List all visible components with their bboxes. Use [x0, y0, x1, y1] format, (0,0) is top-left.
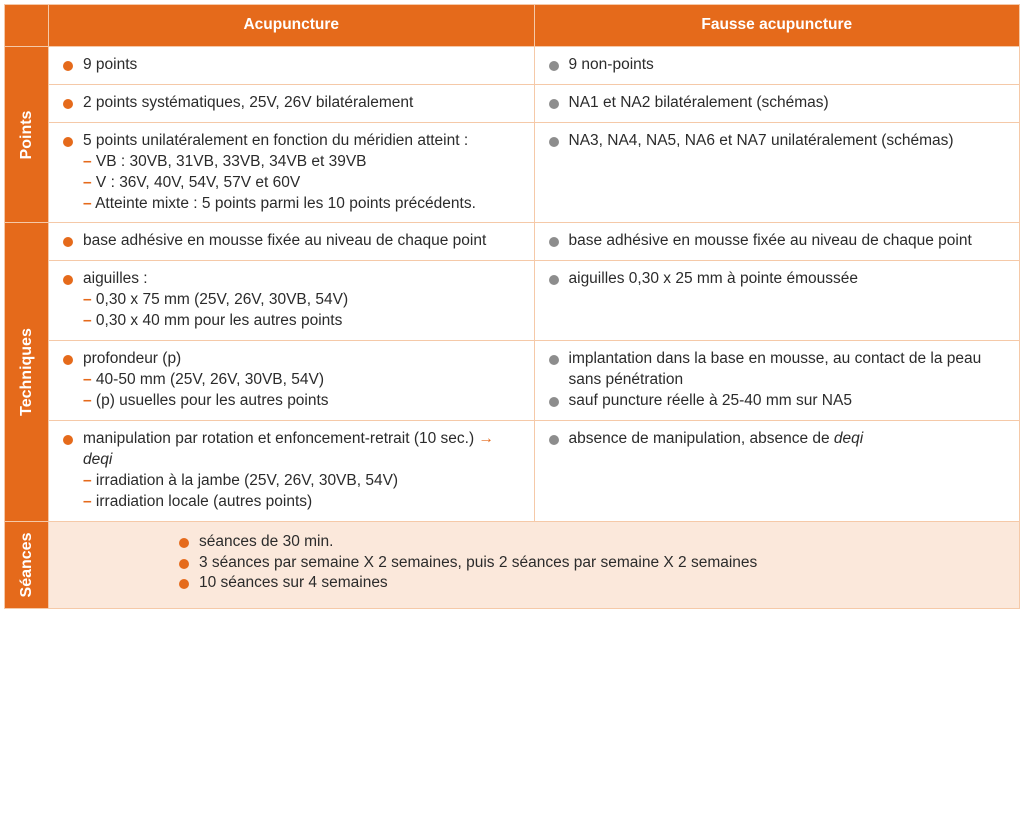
bullet-icon	[549, 435, 559, 445]
bullet-item: aiguilles 0,30 x 25 mm à pointe émoussée	[549, 269, 1006, 290]
bullet-text: profondeur (p)	[83, 349, 520, 370]
bullet-text: manipulation par rotation et enfoncement…	[83, 429, 520, 471]
sub-item: – V : 36V, 40V, 54V, 57V et 60V	[83, 173, 520, 194]
cell-points-left: 5 points unilatéralement en fonction du …	[49, 122, 535, 223]
cell-points-left: 2 points systématiques, 25V, 26V bilatér…	[49, 84, 535, 122]
bullet-item: base adhésive en mousse fixée au niveau …	[549, 231, 1006, 252]
bullet-text: 10 séances sur 4 semaines	[199, 573, 1005, 594]
bullet-icon	[63, 237, 73, 247]
cell-techniques-right: aiguilles 0,30 x 25 mm à pointe émoussée	[534, 261, 1020, 341]
cell-seances: séances de 30 min.3 séances par semaine …	[49, 521, 1020, 609]
bullet-item: 9 points	[63, 55, 520, 76]
cell-points-right: NA1 et NA2 bilatéralement (schémas)	[534, 84, 1020, 122]
row-header-points: Points	[5, 46, 49, 223]
bullet-text: 5 points unilatéralement en fonction du …	[83, 131, 520, 152]
sub-item: – VB : 30VB, 31VB, 33VB, 34VB et 39VB	[83, 152, 520, 173]
bullet-icon	[549, 99, 559, 109]
bullet-item: profondeur (p)	[63, 349, 520, 370]
bullet-text: aiguilles 0,30 x 25 mm à pointe émoussée	[569, 269, 1006, 290]
bullet-item: 10 séances sur 4 semaines	[179, 573, 1005, 594]
bullet-item: 3 séances par semaine X 2 semaines, puis…	[179, 553, 1005, 574]
bullet-text: sauf puncture réelle à 25-40 mm sur NA5	[569, 391, 1006, 412]
bullet-item: NA3, NA4, NA5, NA6 et NA7 unilatéralemen…	[549, 131, 1006, 152]
row-header-seances: Séances	[5, 521, 49, 609]
cell-techniques-left: profondeur (p)– 40-50 mm (25V, 26V, 30VB…	[49, 341, 535, 421]
cell-points-right: NA3, NA4, NA5, NA6 et NA7 unilatéralemen…	[534, 122, 1020, 223]
bullet-text: séances de 30 min.	[199, 532, 1005, 553]
cell-techniques-left: manipulation par rotation et enfoncement…	[49, 420, 535, 521]
bullet-text: NA1 et NA2 bilatéralement (schémas)	[569, 93, 1006, 114]
cell-techniques-right: absence de manipulation, absence de deqi	[534, 420, 1020, 521]
bullet-icon	[63, 137, 73, 147]
sub-item: – irradiation à la jambe (25V, 26V, 30VB…	[83, 471, 520, 492]
cell-techniques-left: base adhésive en mousse fixée au niveau …	[49, 223, 535, 261]
bullet-item: 5 points unilatéralement en fonction du …	[63, 131, 520, 152]
row-header-label: Séances	[16, 533, 38, 598]
bullet-text: 9 non-points	[569, 55, 1006, 76]
bullet-icon	[179, 559, 189, 569]
bullet-icon	[549, 355, 559, 365]
bullet-icon	[63, 435, 73, 445]
bullet-text: implantation dans la base en mousse, au …	[569, 349, 1006, 391]
row-header-label: Techniques	[16, 328, 38, 416]
bullet-item: aiguilles :	[63, 269, 520, 290]
bullet-text: NA3, NA4, NA5, NA6 et NA7 unilatéralemen…	[569, 131, 1006, 152]
cell-points-left: 9 points	[49, 46, 535, 84]
bullet-item: absence de manipulation, absence de deqi	[549, 429, 1006, 450]
header-corner	[5, 5, 49, 47]
bullet-text: 9 points	[83, 55, 520, 76]
bullet-icon	[179, 538, 189, 548]
cell-points-right: 9 non-points	[534, 46, 1020, 84]
bullet-icon	[179, 579, 189, 589]
bullet-icon	[63, 99, 73, 109]
bullet-icon	[549, 275, 559, 285]
cell-techniques-right: implantation dans la base en mousse, au …	[534, 341, 1020, 421]
bullet-item: 9 non-points	[549, 55, 1006, 76]
bullet-text: absence de manipulation, absence de deqi	[569, 429, 1006, 450]
sub-item: – irradiation locale (autres points)	[83, 492, 520, 513]
bullet-item: implantation dans la base en mousse, au …	[549, 349, 1006, 391]
bullet-item: base adhésive en mousse fixée au niveau …	[63, 231, 520, 252]
cell-techniques-left: aiguilles :– 0,30 x 75 mm (25V, 26V, 30V…	[49, 261, 535, 341]
bullet-item: NA1 et NA2 bilatéralement (schémas)	[549, 93, 1006, 114]
bullet-icon	[63, 275, 73, 285]
bullet-item: manipulation par rotation et enfoncement…	[63, 429, 520, 471]
bullet-item: séances de 30 min.	[179, 532, 1005, 553]
sub-item: – 40-50 mm (25V, 26V, 30VB, 54V)	[83, 370, 520, 391]
sub-item: – 0,30 x 40 mm pour les autres points	[83, 311, 520, 332]
bullet-item: 2 points systématiques, 25V, 26V bilatér…	[63, 93, 520, 114]
sub-item: – 0,30 x 75 mm (25V, 26V, 30VB, 54V)	[83, 290, 520, 311]
cell-techniques-right: base adhésive en mousse fixée au niveau …	[534, 223, 1020, 261]
comparison-table: Acupuncture Fausse acupuncture Points 9 p…	[4, 4, 1020, 609]
bullet-item: sauf puncture réelle à 25-40 mm sur NA5	[549, 391, 1006, 412]
bullet-text: 3 séances par semaine X 2 semaines, puis…	[199, 553, 1005, 574]
bullet-icon	[549, 397, 559, 407]
bullet-text: base adhésive en mousse fixée au niveau …	[83, 231, 520, 252]
bullet-icon	[549, 61, 559, 71]
row-header-techniques: Techniques	[5, 223, 49, 521]
bullet-text: aiguilles :	[83, 269, 520, 290]
sub-item: – Atteinte mixte : 5 points parmi les 10…	[83, 194, 520, 215]
header-fausse-acupuncture: Fausse acupuncture	[534, 5, 1020, 47]
bullet-icon	[549, 237, 559, 247]
bullet-icon	[549, 137, 559, 147]
row-header-label: Points	[16, 110, 38, 159]
sub-item: – (p) usuelles pour les autres points	[83, 391, 520, 412]
bullet-text: 2 points systématiques, 25V, 26V bilatér…	[83, 93, 520, 114]
bullet-text: base adhésive en mousse fixée au niveau …	[569, 231, 1006, 252]
bullet-icon	[63, 355, 73, 365]
header-acupuncture: Acupuncture	[49, 5, 535, 47]
bullet-icon	[63, 61, 73, 71]
